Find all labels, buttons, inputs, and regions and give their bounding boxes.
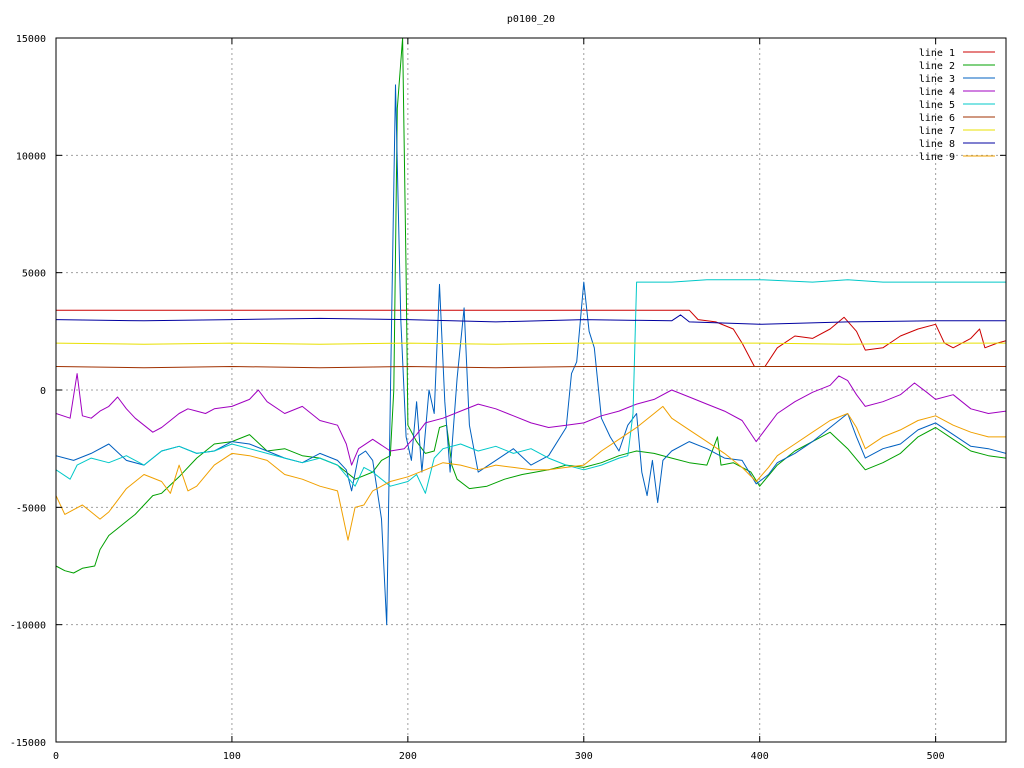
grid	[56, 38, 1006, 742]
y-tick-label: 15000	[16, 34, 46, 45]
legend-label: line 5	[919, 100, 955, 111]
legend: line 1 line 2 line 3 line 4 line 5 line 6 line…	[919, 48, 995, 163]
series-line-4	[56, 373, 1006, 466]
x-tick-label: 200	[399, 751, 417, 762]
x-tick-label: 0	[53, 751, 59, 762]
series-line-1	[56, 309, 1006, 367]
series-line-8	[56, 314, 1006, 325]
series-line-3	[56, 84, 1006, 626]
series-line-7	[56, 342, 1006, 345]
y-tick-label: -15000	[10, 738, 46, 749]
x-tick-label: 400	[751, 751, 769, 762]
legend-label: line 8	[919, 139, 955, 150]
y-tick-label: 5000	[22, 269, 46, 280]
y-tick-label: 0	[40, 386, 46, 397]
axis-ticks: 0 100 200 300 400 500 -15000 -10000 -5000 0 5000 10…	[10, 34, 1006, 762]
x-tick-label: 100	[223, 751, 241, 762]
series-line-6	[56, 366, 1006, 369]
legend-label: line 2	[919, 61, 955, 72]
series-line-2	[56, 38, 1006, 574]
x-tick-label: 500	[927, 751, 945, 762]
y-tick-label: -10000	[10, 621, 46, 632]
y-tick-label: 10000	[16, 151, 46, 162]
legend-label: line 9	[919, 152, 955, 163]
legend-label: line 6	[919, 113, 955, 124]
y-tick-label: -5000	[16, 503, 46, 514]
series-line-5	[56, 279, 1006, 494]
series-line-9	[56, 405, 1006, 541]
chart-title: p0100_20	[507, 14, 555, 25]
legend-label: line 7	[919, 126, 955, 137]
legend-label: line 4	[919, 87, 955, 98]
legend-label: line 3	[919, 74, 955, 85]
series-lines	[56, 38, 1006, 626]
legend-label: line 1	[919, 48, 955, 59]
x-tick-label: 300	[575, 751, 593, 762]
